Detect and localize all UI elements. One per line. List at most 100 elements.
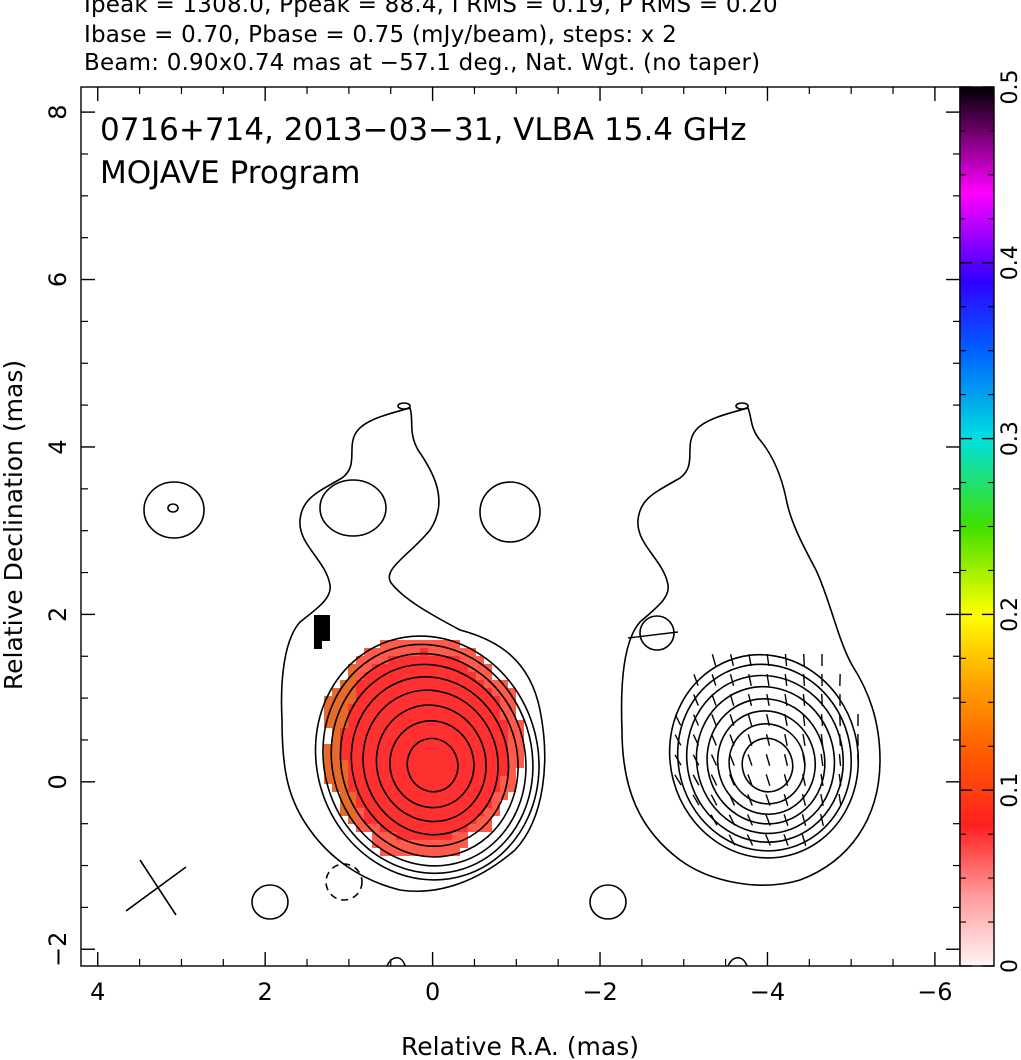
pol-pixel	[452, 792, 460, 800]
x-tick-label: 0	[425, 978, 440, 1006]
pol-pixel	[428, 688, 436, 696]
pol-pixel	[396, 728, 404, 736]
pol-pixel	[356, 736, 364, 744]
pol-pixel	[444, 752, 452, 760]
pol-pixel	[404, 800, 412, 808]
pol-pixel	[404, 704, 412, 712]
pol-pixel	[460, 752, 468, 760]
pol-pixel	[436, 840, 444, 848]
pol-pixel	[340, 744, 348, 752]
pol-pixel	[404, 832, 412, 840]
pol-pixel	[380, 736, 388, 744]
pol-pixel	[356, 680, 364, 688]
x-axis-label: Relative R.A. (mas)	[401, 1032, 639, 1060]
pol-pixel	[428, 744, 436, 752]
evpa-stick	[711, 714, 717, 726]
evpa-stick	[693, 674, 699, 686]
pol-pixel	[356, 728, 364, 736]
pol-pixel	[380, 720, 388, 728]
pol-pixel	[476, 704, 484, 712]
pol-pixel	[484, 776, 492, 784]
pol-pixel	[340, 736, 348, 744]
evpa-stick	[692, 714, 700, 726]
pol-pixel	[324, 776, 332, 784]
pol-pixel	[332, 712, 340, 720]
evpa-stick	[729, 654, 735, 666]
y-tick-label: −2	[44, 932, 72, 967]
pol-pixel	[484, 808, 492, 816]
pol-pixel	[484, 736, 492, 744]
y-tick-label: 2	[44, 607, 72, 622]
evpa-stick	[728, 794, 736, 806]
pol-pixel	[436, 680, 444, 688]
evpa-stick	[857, 753, 859, 767]
pol-pixel	[372, 768, 380, 776]
pol-pixel	[340, 688, 348, 696]
pol-pixel	[412, 832, 420, 840]
pol-pixel	[468, 696, 476, 704]
pol-pixel	[484, 728, 492, 736]
pol-pixel	[420, 712, 428, 720]
pol-pixel	[444, 776, 452, 784]
evpa-stick	[747, 794, 753, 806]
pol-pixel	[436, 792, 444, 800]
pol-pixel	[452, 712, 460, 720]
pol-pixel	[380, 792, 388, 800]
pol-pixel	[476, 688, 484, 696]
pol-pixel	[404, 736, 412, 744]
pol-pixel	[356, 776, 364, 784]
evpa-stick	[692, 774, 700, 786]
pol-pixel	[444, 648, 452, 656]
pol-pixel	[492, 720, 500, 728]
pol-pixel	[500, 704, 508, 712]
negative-contour	[325, 863, 363, 901]
contour-hole-left-1	[319, 479, 387, 537]
pol-pixel	[468, 768, 476, 776]
pol-pixel	[404, 840, 412, 848]
pol-pixel	[372, 840, 380, 848]
pol-pixel	[412, 664, 420, 672]
pol-pixel	[428, 776, 436, 784]
pol-pixel	[428, 792, 436, 800]
pol-pixel	[340, 784, 348, 792]
x-tick-label: 2	[258, 978, 273, 1006]
pol-pixel	[356, 800, 364, 808]
pol-pixel	[484, 752, 492, 760]
pol-pixel	[516, 720, 524, 728]
total-intensity-contours-left	[314, 635, 540, 881]
pol-pixel	[356, 760, 364, 768]
evpa-stick	[766, 653, 770, 667]
pol-pixel	[364, 664, 372, 672]
pol-pixel	[348, 792, 356, 800]
pol-pixel	[436, 776, 444, 784]
pol-pixel	[420, 744, 428, 752]
pol-pixel	[420, 672, 428, 680]
pol-pixel	[492, 792, 500, 800]
pol-pixel	[388, 776, 396, 784]
evpa-stick	[819, 813, 825, 827]
pol-pixel	[452, 640, 460, 648]
pol-pixel	[468, 752, 476, 760]
pol-pixel	[428, 848, 436, 856]
pol-pixel	[444, 712, 452, 720]
pol-pixel	[396, 712, 404, 720]
pol-pixel	[372, 680, 380, 688]
pol-pixel	[436, 784, 444, 792]
y-tick-label: 8	[44, 104, 72, 119]
pol-pixel	[476, 824, 484, 832]
evpa-stick	[783, 794, 789, 806]
pol-pixel	[436, 768, 444, 776]
pol-pixel	[444, 640, 452, 648]
pol-pixel	[468, 736, 476, 744]
evpa-stick	[693, 694, 699, 706]
pol-pixel	[404, 808, 412, 816]
pol-pixel	[500, 680, 508, 688]
pol-pixel	[436, 712, 444, 720]
pol-pixel	[420, 656, 428, 664]
pol-pixel	[484, 784, 492, 792]
pol-pixel	[388, 640, 396, 648]
intensity-contour	[322, 643, 534, 875]
evpa-stick	[674, 714, 682, 726]
pol-pixel	[452, 840, 460, 848]
pol-pixel	[468, 744, 476, 752]
